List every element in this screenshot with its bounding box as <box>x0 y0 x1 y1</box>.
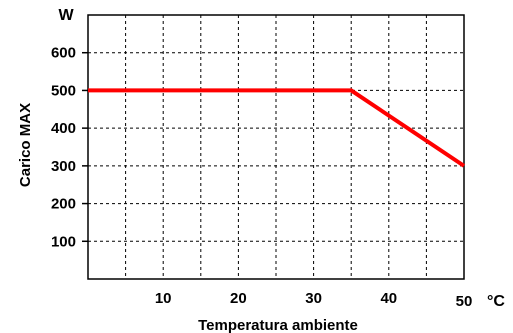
x-tick-label: 10 <box>155 290 172 307</box>
x-tick-label: 30 <box>305 290 322 307</box>
axes <box>87 14 465 280</box>
x-tick-label: 40 <box>380 290 397 307</box>
y-unit-label: W <box>58 7 74 24</box>
series-line <box>88 88 466 168</box>
x-tick-labels: 10 20 30 40 50 <box>155 290 472 310</box>
y-tick-label: 200 <box>51 196 76 213</box>
y-tick-labels: 100 200 300 400 500 600 <box>51 45 88 250</box>
data-series <box>88 88 466 168</box>
x-tick-label: 20 <box>230 290 247 307</box>
x-unit-label: °C <box>487 293 505 310</box>
x-axis-title: Temperatura ambiente <box>198 317 358 333</box>
grid-lines <box>88 15 464 279</box>
y-tick-label: 600 <box>51 45 76 62</box>
y-axis-title: Carico MAX <box>17 103 34 187</box>
plot-frame <box>87 14 465 280</box>
y-tick-label: 100 <box>51 233 76 250</box>
y-tick-label: 300 <box>51 158 76 175</box>
y-tick-label: 500 <box>51 82 76 99</box>
y-tick-label: 400 <box>51 120 76 137</box>
x-tick-label: 50 <box>456 293 473 310</box>
